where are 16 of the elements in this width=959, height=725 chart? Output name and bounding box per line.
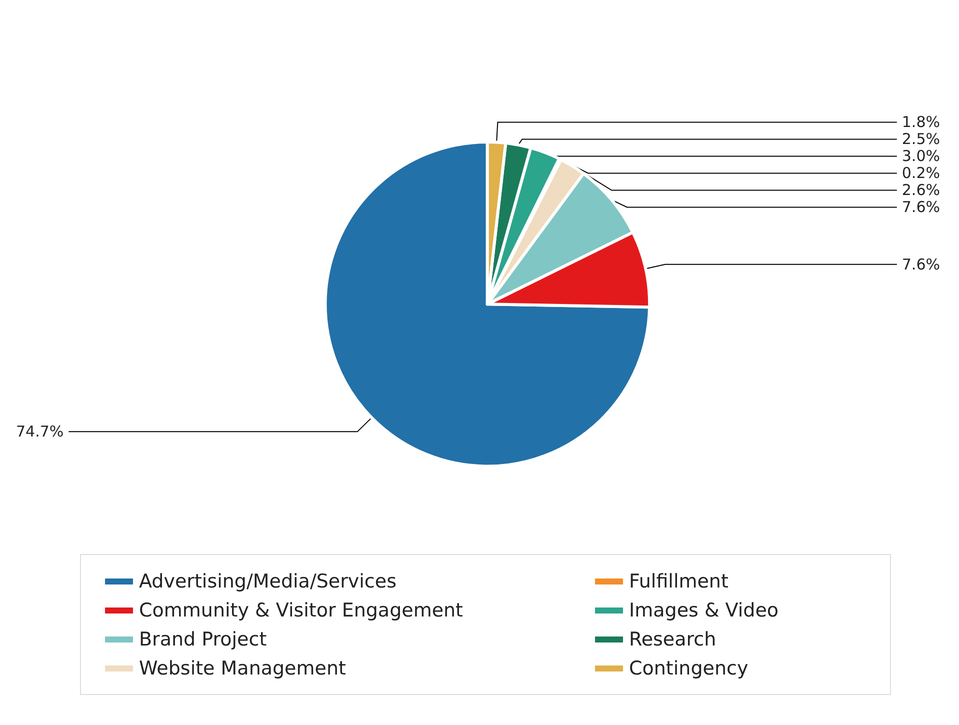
data-label: 7.6% xyxy=(902,198,940,216)
data-label: 1.8% xyxy=(902,113,940,132)
legend-label: Contingency xyxy=(629,658,748,680)
legend-label: Research xyxy=(629,628,716,650)
data-label: 2.6% xyxy=(902,181,940,200)
data-label: 3.0% xyxy=(902,147,940,166)
legend-label: Community & Visitor Engagement xyxy=(139,600,464,622)
data-label: 74.7% xyxy=(16,422,64,441)
legend-label: Images & Video xyxy=(629,600,779,622)
legend-label: Website Management xyxy=(139,658,346,680)
legend-label: Brand Project xyxy=(139,628,267,650)
legend-label: Advertising/Media/Services xyxy=(139,570,396,592)
legend-label: Fulfillment xyxy=(629,570,728,592)
data-label: 7.6% xyxy=(902,255,940,274)
data-label: 2.5% xyxy=(902,130,940,148)
data-label: 0.2% xyxy=(902,164,940,182)
